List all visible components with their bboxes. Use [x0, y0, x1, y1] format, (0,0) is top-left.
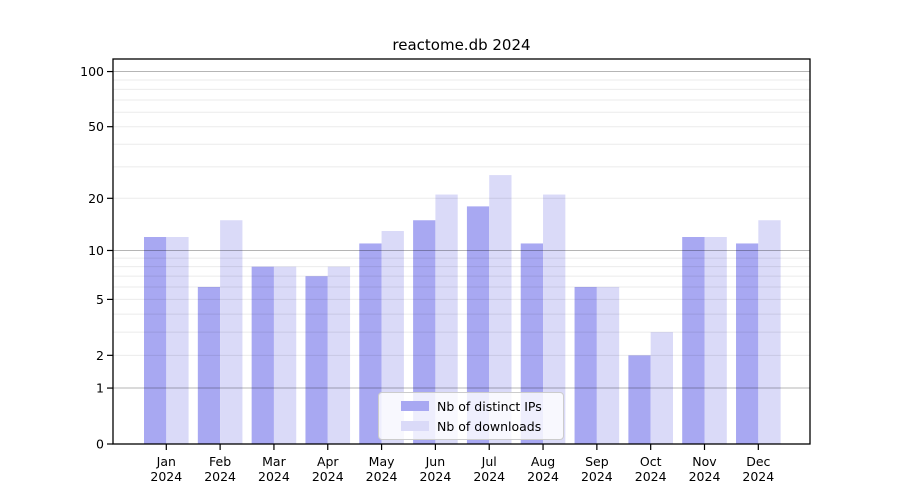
- bar-downloads-apr: [327, 266, 351, 444]
- bar-downloads-dec: [758, 220, 781, 444]
- bar-downloads-nov: [704, 237, 727, 444]
- bar-distinct-ips-apr: [305, 276, 328, 444]
- x-tick-label: Dec 2024: [742, 454, 774, 484]
- legend-label-downloads: Nb of downloads: [437, 418, 542, 434]
- bar-distinct-ips-oct: [628, 355, 651, 444]
- bar-downloads-mar: [273, 266, 297, 444]
- x-tick-label: Sep 2024: [581, 454, 613, 484]
- bar-distinct-ips-dec: [736, 243, 759, 444]
- x-tick-label: Mar 2024: [258, 454, 290, 484]
- legend-label-distinct-ips: Nb of distinct IPs: [437, 398, 542, 414]
- bar-distinct-ips-may: [359, 243, 382, 444]
- y-tick-label: 10: [88, 243, 104, 258]
- x-tick-label: Feb 2024: [204, 454, 236, 484]
- bar-downloads-jan: [166, 237, 189, 444]
- x-tick-label: Nov 2024: [689, 454, 721, 484]
- y-tick-label: 100: [80, 64, 104, 79]
- chart-title: reactome.db 2024: [392, 36, 531, 54]
- bar-downloads-aug: [543, 194, 566, 444]
- bar-downloads-may: [381, 231, 404, 444]
- bar-distinct-ips-jan: [144, 237, 167, 444]
- y-tick-label: 5: [96, 292, 104, 307]
- bar-downloads-feb: [220, 220, 243, 444]
- plot-border: [112, 58, 811, 445]
- y-tick-label: 50: [88, 119, 104, 134]
- y-tick-label: 1: [96, 381, 104, 396]
- bar-distinct-ips-nov: [682, 237, 705, 444]
- y-tick-label: 0: [96, 437, 104, 452]
- x-tick-label: Jun 2024: [419, 454, 451, 484]
- x-tick-label: May 2024: [366, 454, 398, 484]
- bar-distinct-ips-jul: [466, 206, 490, 444]
- y-tick-label: 2: [96, 348, 104, 363]
- bar-downloads-oct: [650, 332, 673, 444]
- x-tick-label: Apr 2024: [312, 454, 344, 484]
- y-tick-label: 20: [88, 191, 104, 206]
- legend-swatch-ips-icon: [401, 401, 429, 411]
- legend-swatch-downloads-icon: [401, 421, 429, 431]
- bar-downloads-jul: [489, 175, 512, 444]
- bar-distinct-ips-mar: [251, 266, 274, 444]
- bar-downloads-jun: [435, 194, 458, 444]
- bar-distinct-ips-sep: [574, 286, 597, 444]
- bar-distinct-ips-feb: [197, 286, 221, 444]
- x-tick-label: Jan 2024: [150, 454, 182, 484]
- legend-item-distinct-ips: Nb of distinct IPs: [379, 398, 563, 414]
- legend-item-downloads: Nb of downloads: [379, 418, 563, 434]
- bar-distinct-ips-jun: [413, 220, 436, 444]
- x-tick-label: Aug 2024: [527, 454, 559, 484]
- legend: Nb of distinct IPs Nb of downloads: [378, 392, 564, 440]
- x-tick-label: Oct 2024: [635, 454, 667, 484]
- x-tick-label: Jul 2024: [473, 454, 505, 484]
- bar-downloads-sep: [596, 286, 620, 444]
